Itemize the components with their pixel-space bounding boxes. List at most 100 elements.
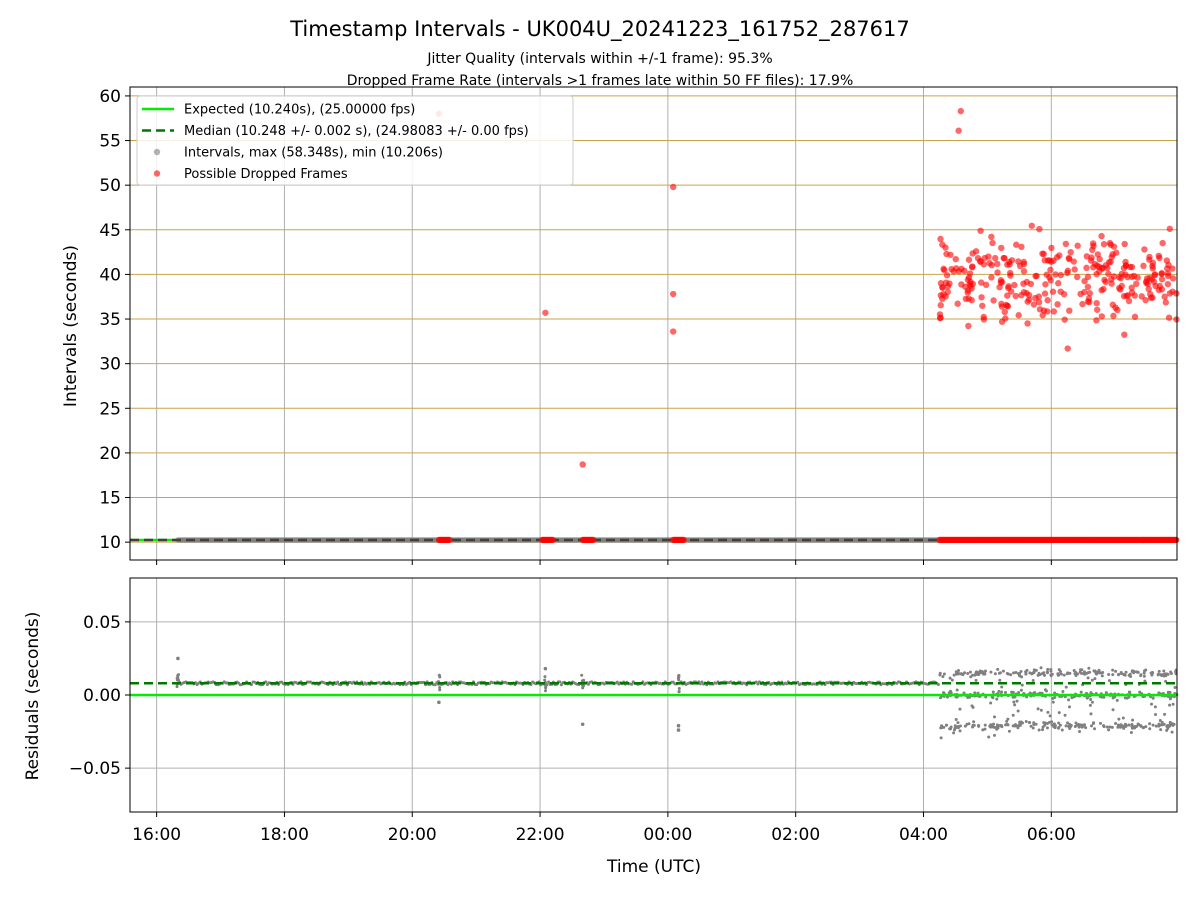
dropped-cloud-point [1121, 331, 1128, 338]
dropped-cloud-point [1161, 293, 1168, 300]
residual-cloud-point [1067, 705, 1071, 709]
residual-cloud-point [989, 701, 993, 705]
x-tick-label-2: 20:00 [388, 825, 437, 845]
residual-cloud-point [1018, 720, 1022, 724]
dropped-cloud-point [1064, 345, 1071, 352]
dropped-cloud-point [1001, 308, 1009, 316]
residual-cloud-point [1034, 722, 1038, 726]
residual-cloud-point [1151, 696, 1155, 700]
top-y-tick-label-2: 20 [99, 444, 121, 464]
residual-cloud-point [1131, 718, 1135, 722]
dropped-cloud-point [1116, 274, 1123, 281]
residual-cloud-point [1159, 728, 1163, 732]
residual-cloud-point [1050, 723, 1054, 727]
residual-cloud-point [942, 691, 946, 695]
residual-cloud-point [1079, 668, 1083, 672]
bottom-y-axis-label: Residuals (seconds) [23, 612, 43, 781]
dropped-cloud-point [1105, 270, 1112, 278]
residual-cloud-point [1086, 676, 1090, 680]
dropped-cloud-point [937, 302, 944, 309]
residual-cloud-point [1067, 698, 1071, 702]
residual-cloud-point [1036, 707, 1040, 711]
residual-point [449, 682, 453, 686]
dropped-cloud-point [1011, 281, 1018, 289]
residual-cloud-point [1042, 721, 1046, 725]
residual-point [336, 680, 340, 684]
residual-cloud-point [974, 678, 978, 682]
residual-cloud-point [973, 673, 977, 677]
residual-cloud-point [1012, 700, 1016, 704]
x-tick-label-6: 04:00 [899, 825, 948, 845]
residual-cloud-point [1090, 700, 1094, 704]
dropped-cloud-point [994, 269, 1001, 276]
residual-cloud-point [1068, 671, 1072, 675]
residual-cloud-point [1121, 716, 1125, 720]
dropped-cloud-point [1110, 243, 1118, 250]
dropped-cloud-point [1036, 225, 1043, 233]
residual-cloud-point [1100, 674, 1104, 678]
dropped-cloud-point [1162, 299, 1170, 306]
dropped-cloud-point [1155, 286, 1163, 294]
top-y-axis-label: Intervals (seconds) [61, 245, 81, 407]
residual-point [558, 680, 562, 684]
residual-cloud-point [1060, 728, 1064, 732]
residual-cloud-point [1007, 729, 1011, 733]
dropped-cloud-point [982, 281, 990, 289]
residual-point [615, 680, 619, 684]
residual-cloud-point [950, 678, 954, 682]
residual-cloud-point [1024, 720, 1028, 724]
dropped-cloud-point [1067, 249, 1074, 256]
dropped-baseline-point [680, 536, 687, 544]
dropped-cloud-point [988, 233, 995, 241]
dropped-cloud-point [1012, 292, 1019, 300]
dropped-cloud-point [1151, 271, 1159, 278]
residual-point [580, 679, 584, 683]
chart-subtitle-jitter: Jitter Quality (intervals within +/-1 fr… [426, 51, 772, 67]
residual-cloud-point [1006, 672, 1010, 676]
residual-point [438, 688, 442, 692]
residual-cloud-point [1068, 722, 1072, 726]
residual-cloud-point [1157, 669, 1161, 673]
dropped-cloud-point [1158, 276, 1166, 283]
residual-cloud-point [1057, 721, 1061, 725]
residual-cloud-point [1090, 678, 1094, 682]
residual-cloud-point [1168, 720, 1172, 724]
dropped-cloud-point [1050, 257, 1057, 264]
residual-point [796, 680, 800, 684]
dropped-cloud-point [988, 274, 995, 281]
residual-cloud-point [958, 729, 962, 733]
residual-cloud-point [992, 733, 996, 737]
residual-cloud-point [1115, 698, 1119, 702]
residual-cloud-point [1136, 722, 1140, 726]
dropped-cloud-point [937, 235, 944, 243]
dropped-cloud-point [1049, 288, 1057, 295]
dropped-cloud-point [943, 272, 951, 279]
residual-cloud-point [1148, 722, 1152, 726]
dropped-cloud-point [1030, 301, 1038, 308]
residual-cloud-point [1045, 671, 1049, 675]
residual-cloud-point [1123, 696, 1127, 700]
residual-cloud-point [958, 707, 962, 711]
dropped-cloud-point [998, 300, 1005, 308]
residual-cloud-point [1117, 717, 1121, 721]
residual-cloud-point [939, 696, 943, 700]
dropped-cloud-point [980, 316, 988, 323]
residual-cloud-point [1053, 696, 1057, 700]
residual-cloud-point [1107, 679, 1111, 683]
residual-cloud-point [1119, 723, 1123, 727]
legend-label-2: Intervals, max (58.348s), min (10.206s) [184, 146, 443, 161]
residual-cloud-point [1046, 667, 1050, 671]
dropped-cloud-point [1134, 274, 1141, 281]
residual-cloud-point [1020, 721, 1024, 725]
dropped-cloud-point [1110, 312, 1117, 320]
bottom-y-tick-label-1: 0.00 [83, 686, 121, 706]
residual-cloud-point [971, 723, 975, 727]
residual-cloud-point [1154, 713, 1158, 717]
residual-cloud-point [1078, 723, 1082, 727]
intervals-panel: 10 15 20 25 30 35 40 45 50 55 60 [99, 86, 1180, 565]
dropped-baseline-point [446, 536, 453, 544]
residual-cloud-point [968, 670, 972, 674]
dropped-cloud-point [1004, 292, 1011, 299]
dropped-cloud-point [1062, 240, 1070, 248]
